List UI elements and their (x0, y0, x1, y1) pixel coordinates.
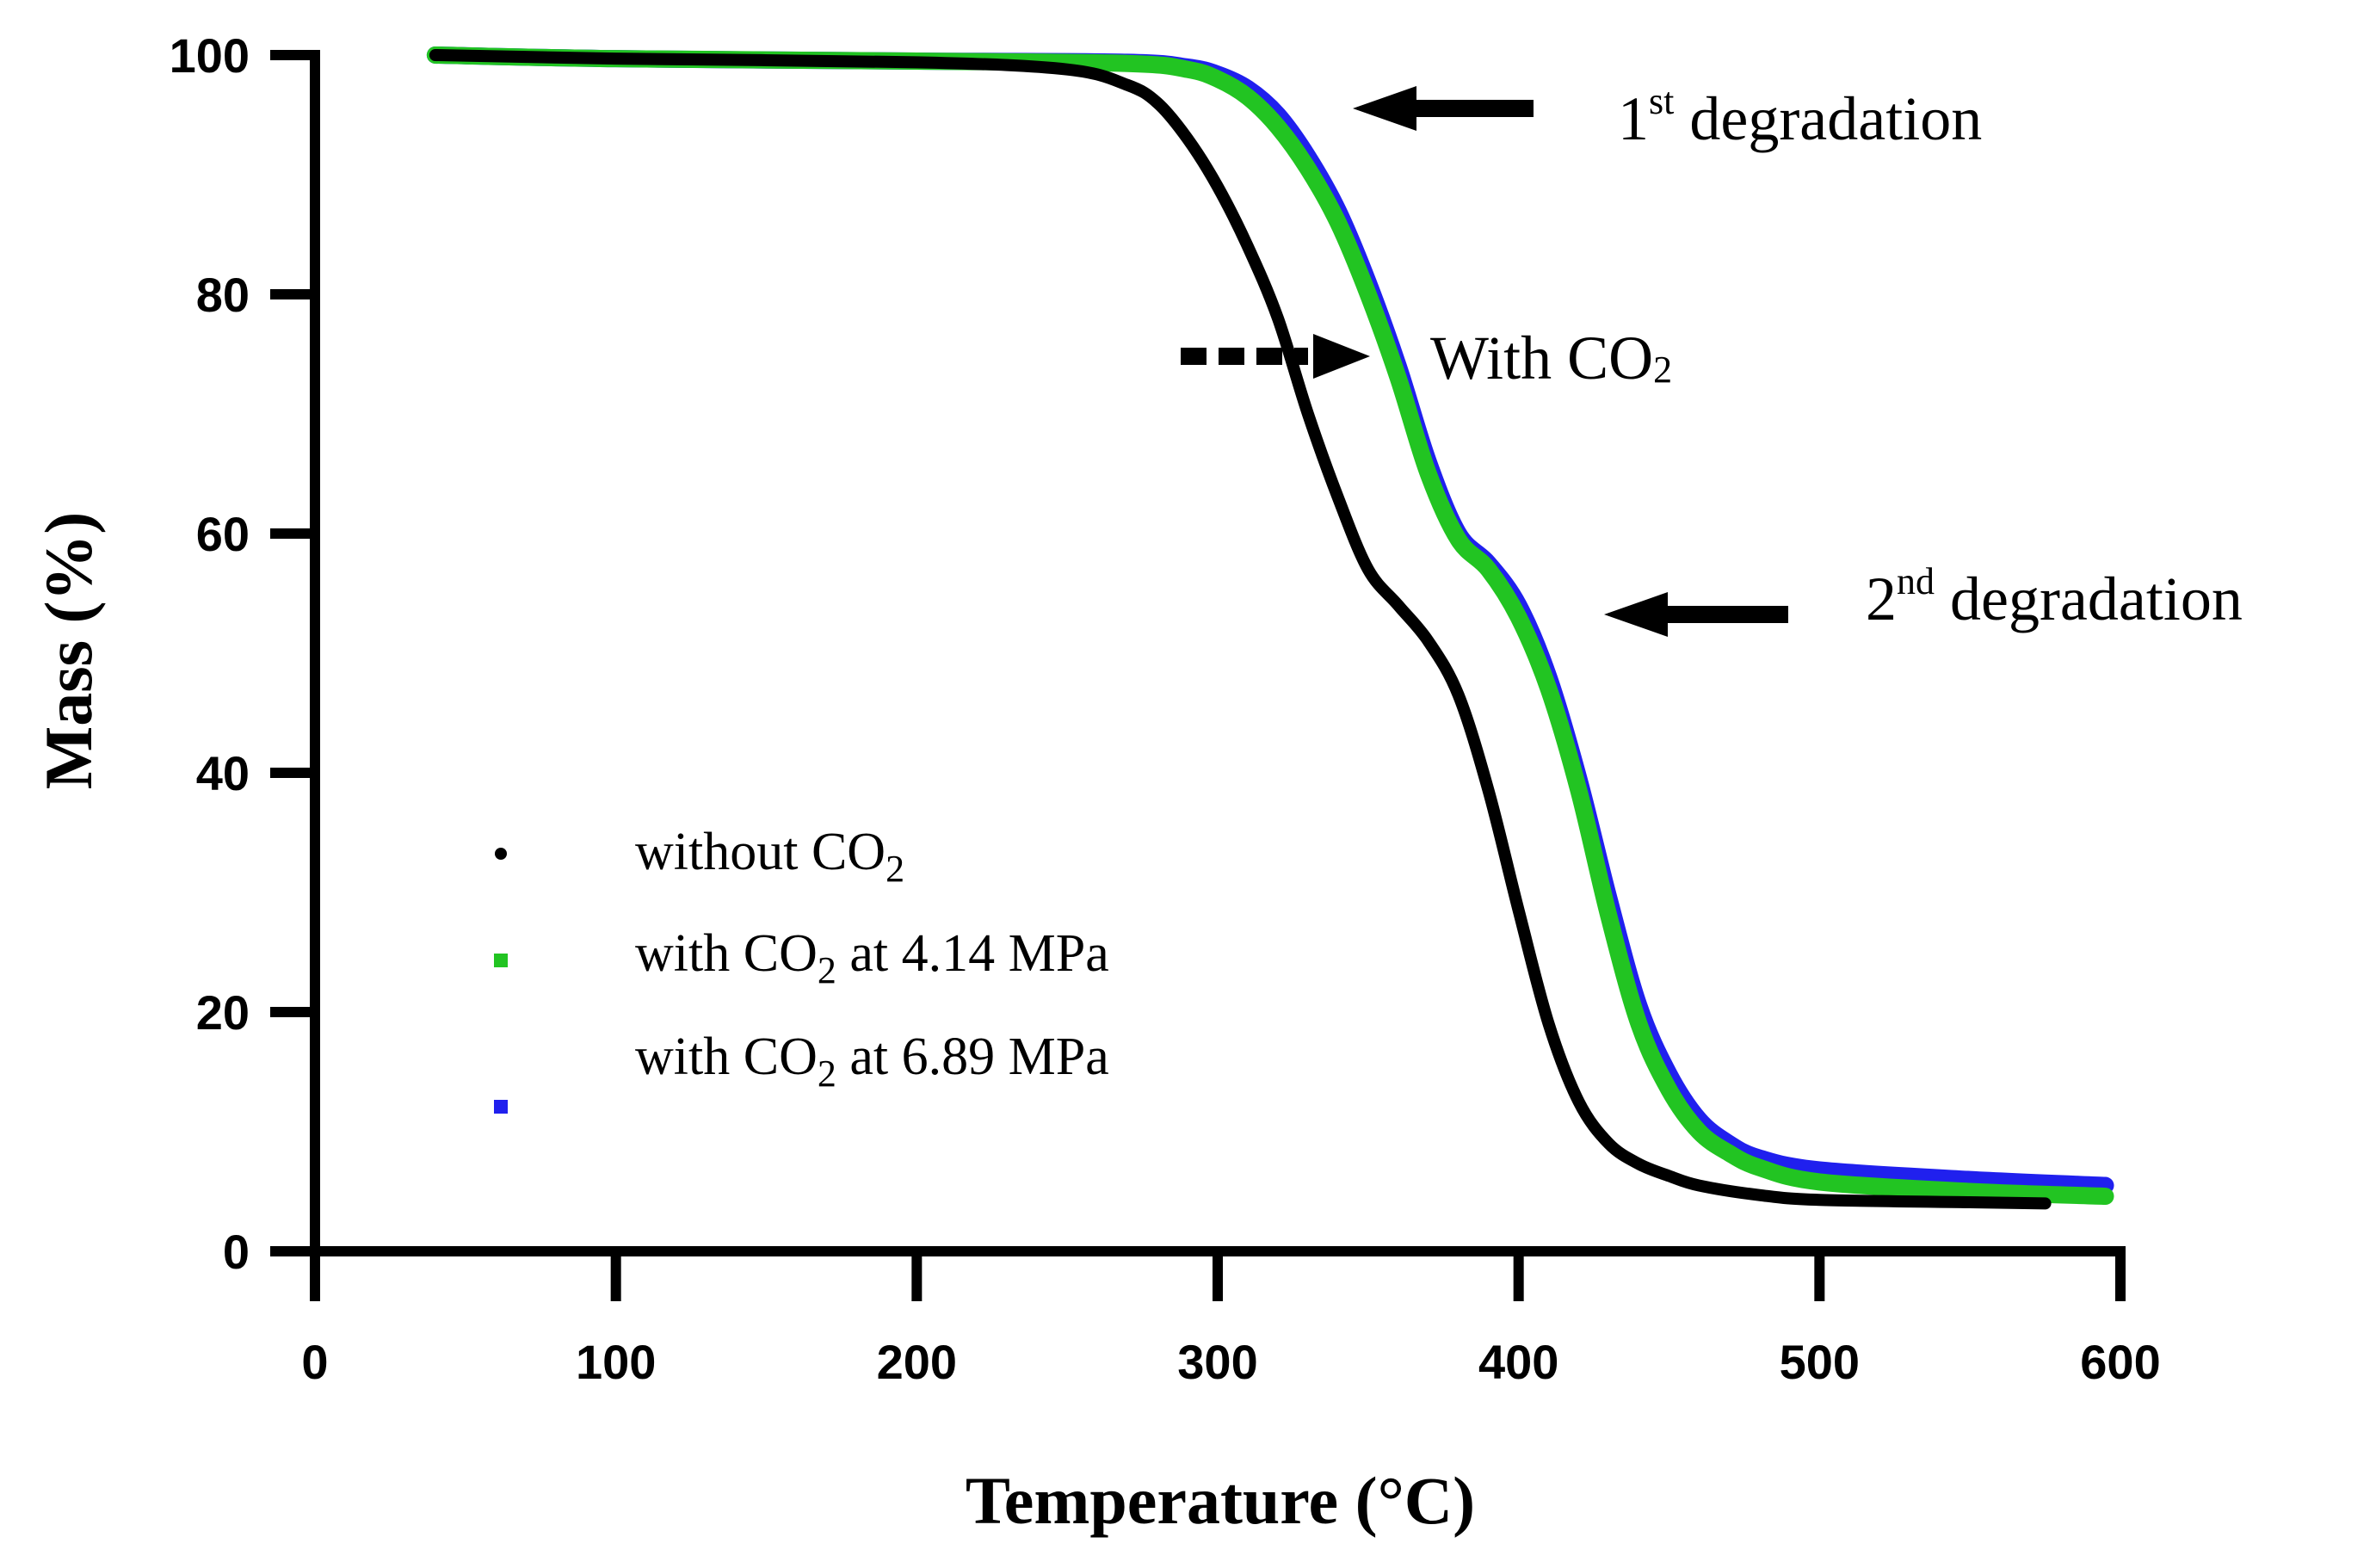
y-tick-label-20: 20 (196, 985, 250, 1040)
y-tick-label-100: 100 (170, 28, 250, 83)
x-tick-label-100: 100 (576, 1335, 656, 1389)
second-degradation-number: 2 (1866, 565, 1897, 633)
x-tick-label-300: 300 (1177, 1335, 1257, 1389)
legend-co2-414-tail: at 4.14 MPa (836, 924, 1109, 983)
legend-item-co2-414: with CO2 at 4.14 MPa (494, 924, 1109, 991)
series-layer (426, 46, 2114, 1210)
second-degradation-suffix: nd (1897, 560, 1935, 602)
x-tick-label-0: 0 (301, 1335, 328, 1389)
legend-co2-689-main: with CO (635, 1028, 818, 1086)
first-degradation-word: degradation (1674, 84, 1982, 153)
with-co2-arrow-head (1313, 334, 1370, 379)
y-tick-label-40: 40 (196, 746, 250, 800)
legend-co2-689-sub: 2 (818, 1053, 836, 1095)
second-degradation-word: degradation (1935, 565, 2243, 633)
y-tick-label-0: 0 (223, 1225, 250, 1279)
legend-marker-without-co2 (495, 848, 507, 860)
legend: without CO2 with CO2 at 4.14 MPa with CO… (494, 823, 1109, 1114)
legend-co2-414-sub: 2 (818, 949, 836, 991)
second-degradation-arrow-head (1604, 592, 1668, 637)
with-co2-label: With CO2 (1430, 324, 1672, 392)
y-axis-title: Mass (%) (31, 512, 106, 790)
legend-label-co2-414: with CO2 at 4.14 MPa (635, 924, 1109, 991)
x-tick-label-200: 200 (877, 1335, 957, 1389)
y-tick-label-80: 80 (196, 268, 250, 322)
first-degradation-number: 1 (1618, 84, 1649, 153)
x-axis-title: Temperature (°C) (966, 1463, 1475, 1538)
second-degradation-label: 2nd degradation (1866, 560, 2243, 633)
series-without-co2 (429, 49, 2052, 1210)
series-with-co2-at-4-14-mpa (426, 46, 2114, 1206)
legend-co2-689-tail: at 6.89 MPa (836, 1028, 1109, 1086)
legend-label-co2-689: with CO2 at 6.89 MPa (635, 1028, 1109, 1095)
legend-without-co2-sub: 2 (886, 848, 904, 890)
first-degradation-suffix: st (1649, 80, 1674, 122)
with-co2-subscript: 2 (1653, 349, 1672, 391)
x-ticks: 0 100 200 300 400 500 600 (301, 1251, 2161, 1389)
first-degradation-arrow-head (1353, 86, 1416, 131)
legend-marker-co2-414 (494, 954, 508, 967)
series-with-co2-at-6-89-mpa (426, 46, 2114, 1195)
legend-label-without-co2: without CO2 (635, 823, 904, 890)
annotation-with-co2-shift: With CO2 (1181, 324, 1672, 392)
legend-item-without-co2: without CO2 (495, 823, 904, 890)
legend-marker-co2-689 (494, 1100, 508, 1114)
y-tick-label-60: 60 (196, 507, 250, 561)
annotation-second-degradation: 2nd degradation (1604, 560, 2243, 637)
legend-item-co2-689: with CO2 at 6.89 MPa (494, 1028, 1109, 1114)
x-tick-label-400: 400 (1478, 1335, 1558, 1389)
legend-co2-414-main: with CO (635, 924, 818, 983)
axes (310, 50, 2126, 1256)
x-tick-label-500: 500 (1780, 1335, 1860, 1389)
first-degradation-label: 1st degradation (1618, 80, 1982, 153)
annotation-first-degradation: 1st degradation (1353, 80, 1982, 153)
x-tick-label-600: 600 (2080, 1335, 2160, 1389)
legend-without-co2-main: without CO (635, 823, 886, 881)
y-ticks: 0 20 40 60 80 100 (170, 28, 315, 1279)
with-co2-main: With CO (1430, 324, 1653, 392)
